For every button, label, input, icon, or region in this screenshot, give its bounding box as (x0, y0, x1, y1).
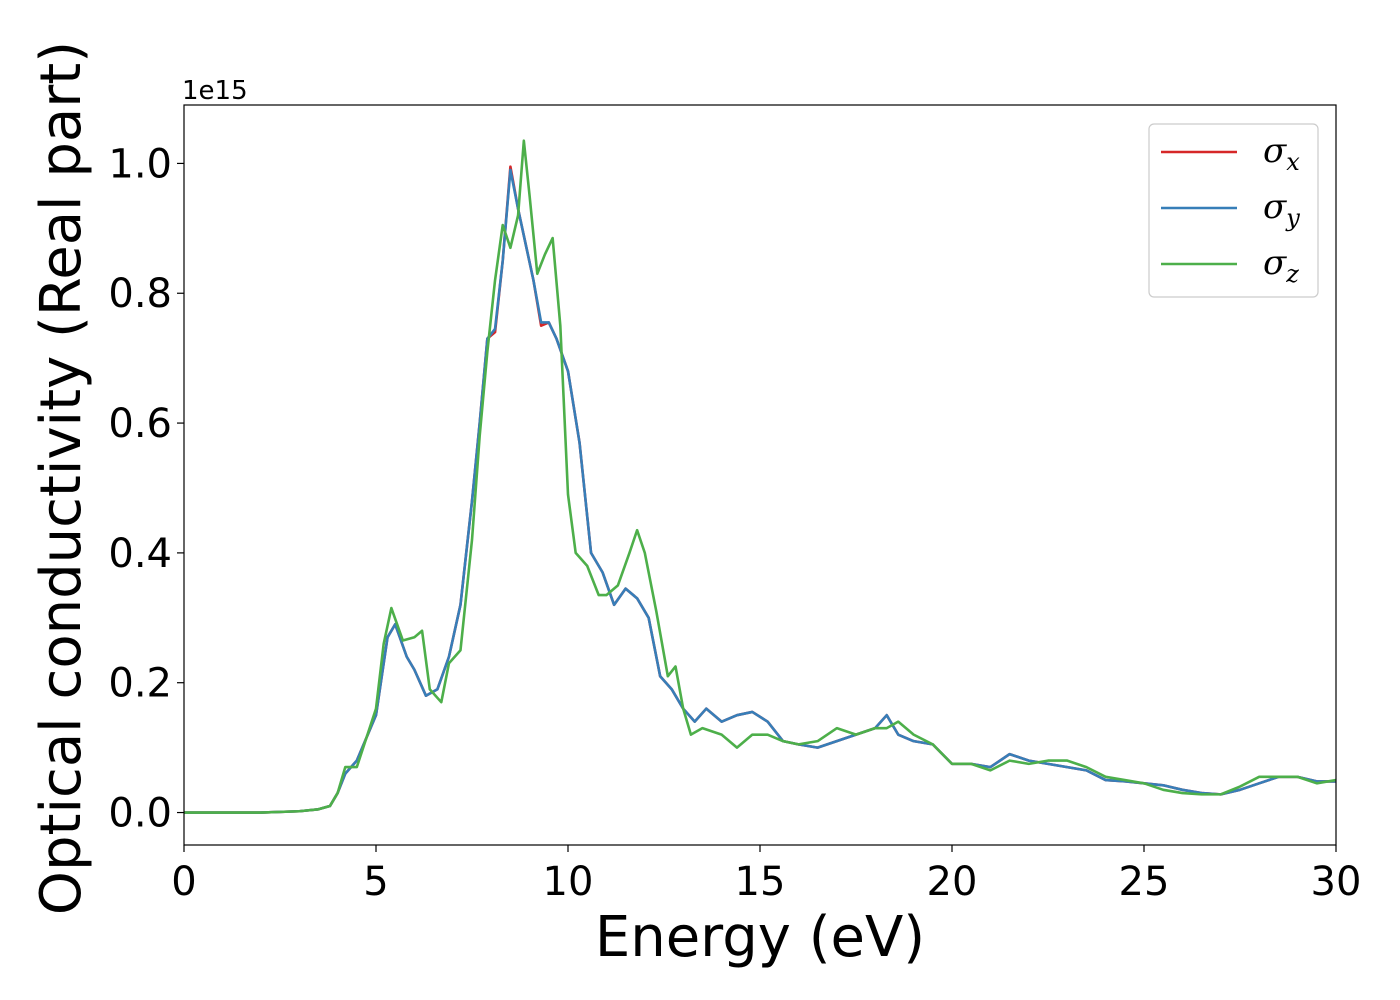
series-line-y (184, 168, 1336, 814)
y-axis-title: Optical conductivity (Real part) (29, 41, 94, 915)
legend-subscript: x (1286, 148, 1300, 176)
x-tick-label: 10 (543, 859, 594, 905)
x-axis-ticks: 0 5 10 15 20 25 30 (171, 845, 1361, 905)
y-axis-ticks: 0.0 0.2 0.4 0.6 0.8 1.0 (108, 141, 184, 837)
y-tick-label: 0.0 (108, 791, 172, 837)
x-tick-label: 20 (927, 859, 978, 905)
legend-symbol: σ (1263, 131, 1287, 171)
y-tick-label: 0.8 (108, 271, 172, 317)
x-tick-label: 15 (735, 859, 786, 905)
series-layer (184, 139, 1336, 814)
series-line-z (184, 139, 1336, 814)
x-tick-label: 0 (171, 859, 196, 905)
legend-label-x: σx (1263, 131, 1300, 176)
y-offset-label: 1e15 (182, 76, 248, 106)
legend-symbol: σ (1263, 243, 1287, 283)
legend-label-z: σz (1263, 243, 1299, 288)
y-tick-label: 0.6 (108, 401, 172, 447)
legend-subscript: z (1285, 260, 1299, 288)
legend-label-y: σy (1263, 187, 1300, 232)
y-tick-label: 1.0 (108, 141, 172, 187)
legend-frame (1148, 123, 1319, 298)
legend-subscript: y (1285, 204, 1300, 232)
y-tick-label: 0.4 (108, 531, 172, 577)
x-tick-label: 25 (1119, 859, 1170, 905)
legend-symbol: σ (1263, 187, 1287, 227)
y-tick-label: 0.2 (108, 661, 172, 707)
x-axis-title: Energy (eV) (595, 905, 925, 970)
plot-area (184, 139, 1336, 814)
x-tick-label: 5 (363, 859, 388, 905)
x-tick-label: 30 (1311, 859, 1362, 905)
